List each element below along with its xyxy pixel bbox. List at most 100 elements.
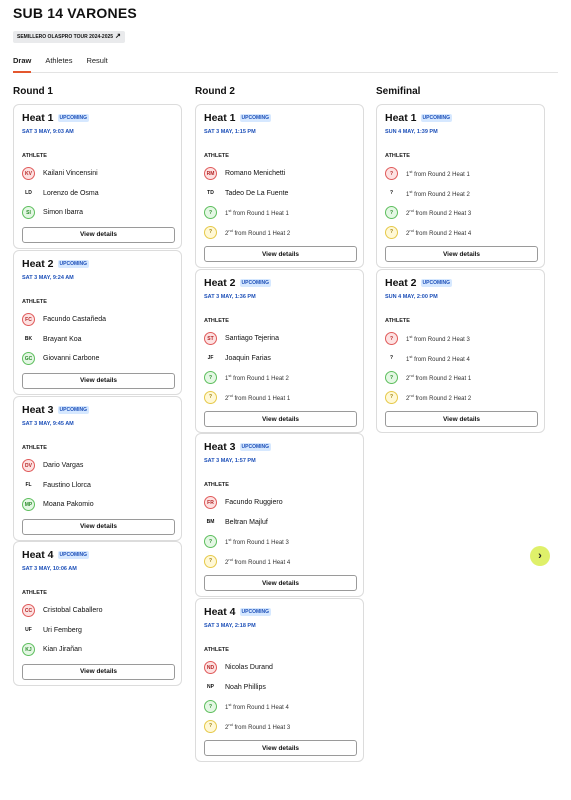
athlete-name: 1st from Round 1 Heat 1 — [225, 208, 289, 217]
athlete-row[interactable]: KV Kailani Vincensini — [22, 167, 98, 180]
placement-number: 2 — [225, 724, 229, 731]
view-details-button[interactable]: View details — [22, 663, 175, 680]
athlete-avatar: ? — [204, 206, 217, 219]
athlete-row[interactable]: ND Nicolas Durand — [204, 661, 273, 674]
athlete-row[interactable]: JF Joaquin Farias — [204, 352, 271, 365]
athlete-row[interactable]: NP Noah Phillips — [204, 681, 266, 694]
athlete-row[interactable]: ? 2nd from Round 2 Heat 4 — [385, 225, 471, 239]
athlete-row[interactable]: DV Dario Vargas — [22, 459, 83, 472]
athlete-row[interactable]: ? 1st from Round 1 Heat 4 — [204, 700, 289, 713]
athlete-row[interactable]: ? 2nd from Round 1 Heat 3 — [204, 719, 290, 733]
heat-header: Heat 3 UPCOMING — [204, 441, 272, 453]
view-details-button[interactable]: View details — [22, 518, 175, 535]
placement-source: from Round 1 Heat 3 — [231, 540, 289, 546]
status-badge: UPCOMING — [57, 114, 90, 122]
athlete-row[interactable]: GC Giovanni Carbone — [22, 352, 99, 365]
athlete-name: Facundo Ruggiero — [225, 499, 283, 506]
athlete-row[interactable]: ? 2nd from Round 2 Heat 3 — [385, 206, 471, 219]
athlete-row[interactable]: KJ Kian Jirañan — [22, 643, 82, 656]
heat-date: SUN 4 MAY, 2:00 PM — [385, 294, 438, 300]
placement-number: 1 — [406, 356, 410, 363]
external-arrow-icon: ↗ — [115, 33, 121, 40]
placement-suffix: st — [228, 208, 232, 213]
tab-athletes[interactable]: Athletes — [45, 56, 73, 65]
heat-date: SAT 3 MAY, 9:24 AM — [22, 275, 74, 281]
next-round-button[interactable]: › — [530, 546, 550, 566]
placement-suffix: nd — [409, 227, 414, 233]
athlete-header: ATHLETE — [204, 647, 229, 653]
athlete-row[interactable]: TD Tadeo De La Fuente — [204, 187, 288, 200]
athlete-name: Tadeo De La Fuente — [225, 189, 289, 197]
athlete-row[interactable]: LD Lorenzo de Osma — [22, 187, 99, 200]
athlete-name: 2nd from Round 2 Heat 4 — [406, 228, 471, 237]
athlete-avatar: SI — [22, 206, 35, 219]
status-badge: UPCOMING — [57, 260, 90, 268]
heat-header: Heat 4 UPCOMING — [22, 549, 90, 561]
athlete-row[interactable]: BM Beltran Majluf — [204, 516, 268, 529]
athlete-row[interactable]: RM Romano Menichetti — [204, 167, 285, 180]
heat-card: Heat 4 UPCOMING SAT 3 MAY, 2:18 PM ATHLETE N… — [195, 598, 364, 762]
tour-link[interactable]: SEMILLERO OLASPRO TOUR 2024-2025 ↗ — [13, 31, 125, 43]
athlete-row[interactable]: MP Moana Pakomio — [22, 498, 94, 511]
heat-name: Heat 1 — [22, 112, 54, 124]
athlete-row[interactable]: ? 2nd from Round 1 Heat 2 — [204, 225, 290, 239]
placement-suffix: st — [409, 188, 413, 194]
athlete-row[interactable]: ? 1st from Round 2 Heat 3 — [385, 332, 470, 345]
athlete-avatar: ? — [385, 332, 398, 345]
heat-card: Heat 2 UPCOMING SAT 3 MAY, 1:36 PM ATHLETE S… — [195, 269, 364, 433]
athlete-row[interactable]: ? 2nd from Round 1 Heat 4 — [204, 554, 290, 568]
athlete-row[interactable]: ST Santiago Tejerina — [204, 332, 279, 345]
heat-card: Heat 1 UPCOMING SAT 3 MAY, 9:03 AM ATHLETE K… — [13, 104, 182, 249]
athlete-row[interactable]: FC Facundo Castañeda — [22, 313, 106, 326]
view-details-button[interactable]: View details — [22, 372, 175, 389]
athlete-row[interactable]: ? 1st from Round 2 Heat 2 — [385, 187, 470, 200]
athlete-avatar: KV — [22, 167, 35, 180]
heat-name: Heat 2 — [204, 277, 236, 289]
view-details-button[interactable]: View details — [385, 246, 538, 262]
heat-name: Heat 1 — [385, 112, 417, 124]
placement-number: 1 — [225, 705, 229, 711]
heat-card: Heat 2 UPCOMING SUN 4 MAY, 2:00 PM ATHLETE?… — [376, 269, 545, 433]
placement-number: 1 — [406, 191, 410, 198]
view-details-button[interactable]: View details — [204, 575, 357, 591]
athlete-row[interactable]: ? 2nd from Round 1 Heat 1 — [204, 390, 290, 404]
heat-header: Heat 1 UPCOMING — [204, 112, 272, 124]
view-details-button[interactable]: View details — [204, 411, 357, 427]
athlete-row[interactable]: ? 1st from Round 1 Heat 1 — [204, 206, 289, 219]
view-details-button[interactable]: View details — [204, 740, 357, 756]
athlete-avatar: ? — [385, 206, 398, 219]
status-badge: UPCOMING — [239, 608, 272, 616]
athlete-row[interactable]: SI Simon Ibarra — [22, 206, 83, 219]
heat-card: Heat 3 UPCOMING SAT 3 MAY, 1:57 PM ATHLETE F… — [195, 433, 364, 597]
athlete-row[interactable]: BK Brayant Koa — [22, 333, 82, 346]
athlete-row[interactable]: ? 1st from Round 1 Heat 3 — [204, 535, 289, 548]
athlete-row[interactable]: ? 1st from Round 2 Heat 1 — [385, 167, 470, 180]
athlete-avatar: ? — [389, 190, 394, 196]
placement-number: 2 — [406, 376, 410, 382]
view-details-button[interactable]: View details — [204, 246, 357, 262]
tab-result[interactable]: Result — [86, 56, 108, 65]
athlete-row[interactable]: FL Faustino Llorca — [22, 479, 90, 492]
athlete-avatar: GC — [22, 352, 35, 365]
placement-number: 2 — [406, 230, 410, 237]
heat-name: Heat 2 — [22, 258, 54, 270]
athlete-row[interactable]: FR Facundo Ruggiero — [204, 496, 283, 509]
placement-suffix: st — [228, 373, 232, 378]
athlete-row[interactable]: ? 1st from Round 1 Heat 2 — [204, 371, 289, 384]
athlete-row[interactable]: CC Cristobal Caballero — [22, 604, 103, 617]
view-details-button[interactable]: View details — [22, 226, 175, 243]
tab-draw[interactable]: Draw — [13, 55, 32, 73]
placement-source: from Round 2 Heat 1 — [412, 172, 470, 178]
athlete-row[interactable]: UF Uri Femberg — [22, 624, 82, 637]
placement-suffix: nd — [228, 227, 233, 233]
athlete-name: Dario Vargas — [43, 462, 84, 469]
athlete-row[interactable]: ? 2nd from Round 2 Heat 1 — [385, 371, 471, 384]
athlete-avatar: NP — [207, 684, 214, 690]
athlete-avatar: ? — [204, 700, 217, 713]
athlete-row[interactable]: ? 1st from Round 2 Heat 4 — [385, 352, 470, 365]
athlete-row[interactable]: ? 2nd from Round 2 Heat 2 — [385, 390, 471, 404]
athlete-avatar: KJ — [22, 643, 35, 656]
heat-date: SAT 3 MAY, 10:06 AM — [22, 566, 77, 572]
heat-header: Heat 1 UPCOMING — [22, 112, 90, 124]
view-details-button[interactable]: View details — [385, 411, 538, 427]
